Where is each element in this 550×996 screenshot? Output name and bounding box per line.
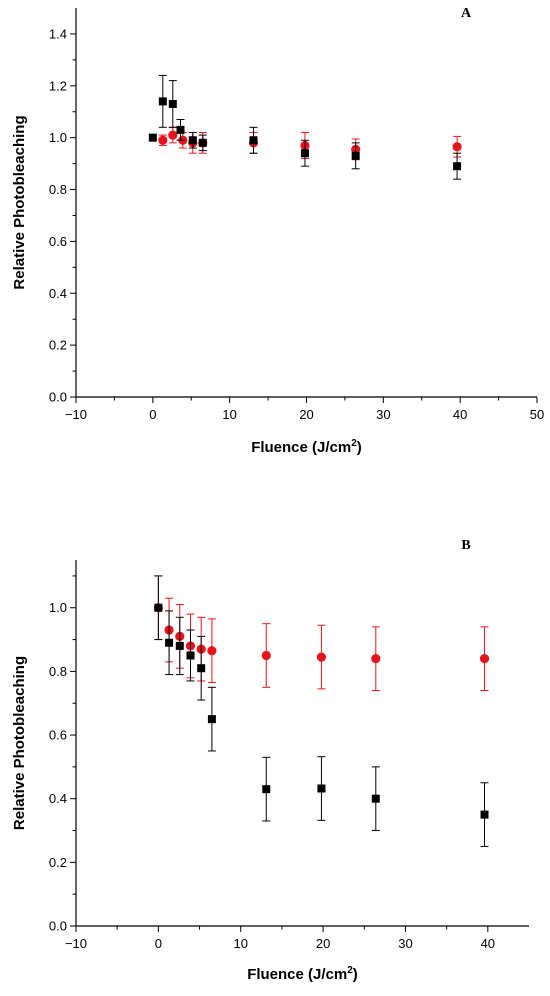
y-tick-label: 1.4 <box>49 26 67 41</box>
data-point-square <box>480 810 489 819</box>
x-tick-label: 0 <box>155 936 162 951</box>
x-tick-label: −10 <box>65 936 87 951</box>
data-point-circle <box>261 650 271 661</box>
data-point-square <box>188 136 197 145</box>
data-point-circle <box>452 142 462 152</box>
y-axis-title: Relative Photobleaching <box>11 656 28 830</box>
x-axis-title: Fluence (J/cm2) <box>251 438 362 456</box>
data-point-square <box>371 794 380 803</box>
data-point-square <box>168 99 177 108</box>
x-tick-label: 10 <box>222 407 236 422</box>
x-tick-label: 0 <box>149 407 156 422</box>
x-axis-title-main: Fluence (J/cm <box>247 966 347 983</box>
y-tick-label: 0.0 <box>49 919 67 934</box>
data-point-square <box>249 136 258 145</box>
x-tick-label: 50 <box>530 407 544 422</box>
data-point-circle <box>158 135 168 145</box>
data-point-circle <box>207 646 217 656</box>
data-point-square <box>198 138 207 147</box>
x-axis-title: Fluence (J/cm2) <box>247 965 358 983</box>
data-point-square <box>317 784 326 793</box>
data-point-square <box>197 664 206 673</box>
data-point-square <box>207 715 216 724</box>
x-axis-title-superscript: 2 <box>347 965 353 976</box>
y-tick-label: 1.2 <box>49 78 67 93</box>
data-point-square <box>148 133 157 142</box>
y-tick-label: 1.0 <box>49 130 67 145</box>
data-point-square <box>165 638 174 647</box>
data-point-circle <box>316 652 327 662</box>
series-square <box>154 575 489 847</box>
y-tick-label: 0.6 <box>49 728 67 743</box>
y-axis-title: Relative Photobleaching <box>11 115 28 289</box>
chart-panel-a: −10 0 10 20 30 40 50 0.0 0.2 0.4 0.6 0.8 1.0 1.2 1.4 Fl… <box>11 6 544 456</box>
y-tick-label: 0.4 <box>49 286 67 301</box>
data-point-square <box>300 149 309 158</box>
x-axis-title-superscript: 2 <box>351 438 357 449</box>
x-tick-label: 20 <box>316 936 330 951</box>
y-tick-label: 0.4 <box>49 791 67 806</box>
data-point-circle <box>479 654 490 664</box>
data-point-circle <box>168 130 178 140</box>
y-tick-label: 0.8 <box>49 664 67 679</box>
y-tick-label: 0.6 <box>49 234 67 249</box>
data-point-square <box>351 151 360 160</box>
x-tick-label: 40 <box>481 936 495 951</box>
panel-label: A <box>461 6 472 21</box>
data-point-circle <box>371 654 381 664</box>
x-tick-label: −10 <box>65 407 87 422</box>
x-tick-label: 30 <box>398 936 412 951</box>
data-point-square <box>158 97 167 106</box>
x-axis-title-main: Fluence (J/cm <box>251 439 351 456</box>
chart-panel-b: −10 0 10 20 30 40 0.0 0.2 0.4 0.6 0.8 1.0 Fluence (J… <box>11 538 529 983</box>
panel-label: B <box>461 538 470 553</box>
series-square <box>148 74 462 180</box>
series-circle <box>153 575 490 691</box>
data-point-square <box>262 785 271 794</box>
data-point-square <box>175 641 184 650</box>
y-tick-label: 0.8 <box>49 182 67 197</box>
data-point-square <box>176 125 185 134</box>
x-tick-label: 20 <box>299 407 313 422</box>
data-point-square <box>154 603 163 612</box>
data-point-square <box>453 162 462 171</box>
y-tick-label: 0.2 <box>49 855 67 870</box>
x-axis-title-end: ) <box>353 966 358 983</box>
x-tick-label: 10 <box>233 936 247 951</box>
x-axis-title-end: ) <box>357 439 362 456</box>
x-tick-label: 30 <box>376 407 390 422</box>
y-tick-label: 1.0 <box>49 600 67 615</box>
y-tick-label: 0.0 <box>49 390 67 405</box>
data-point-square <box>186 651 195 660</box>
x-tick-label: 40 <box>453 407 467 422</box>
y-tick-label: 0.2 <box>49 338 67 353</box>
